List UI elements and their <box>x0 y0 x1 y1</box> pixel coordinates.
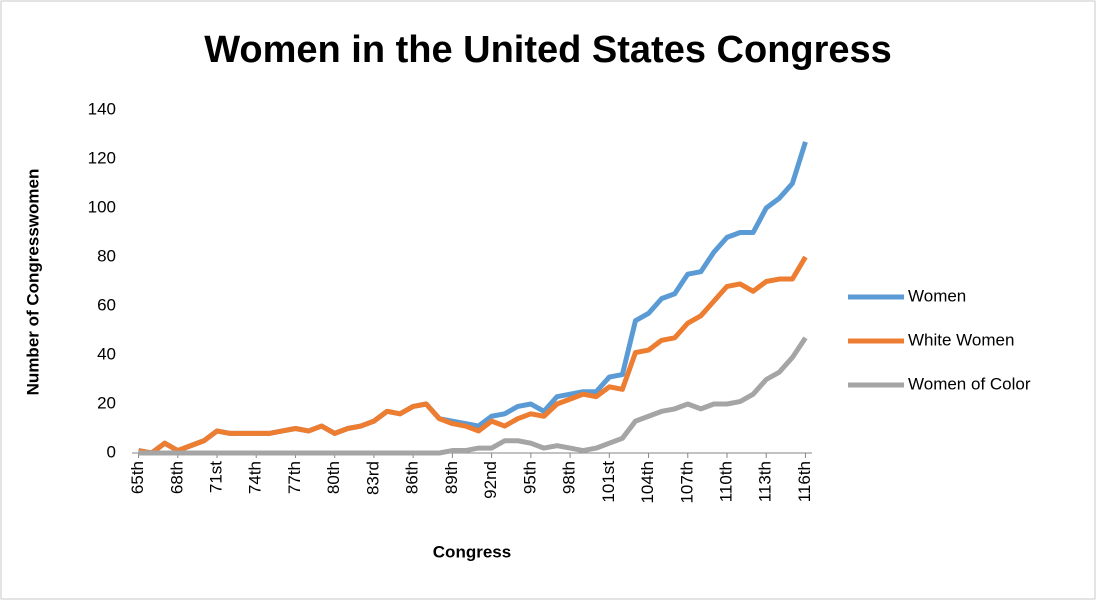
x-tick-label: 98th <box>560 461 579 494</box>
x-tick-label: 92nd <box>481 461 500 499</box>
y-tick-label: 60 <box>97 295 116 314</box>
legend-label: Women <box>908 286 966 305</box>
x-tick-label: 80th <box>324 461 343 494</box>
x-axis-label: Congress <box>433 542 511 561</box>
x-tick-label: 89th <box>442 461 461 494</box>
x-tick-label: 77th <box>285 461 304 494</box>
x-tick-label: 113th <box>756 461 775 502</box>
y-tick-label: 80 <box>97 246 116 265</box>
x-tick-label: 107th <box>677 461 696 504</box>
x-tick-label: 110th <box>716 461 735 502</box>
y-tick-label: 100 <box>88 197 116 216</box>
x-tick-label: 95th <box>520 461 539 494</box>
series-line <box>138 336 808 456</box>
y-tick-label: 120 <box>88 148 116 167</box>
chart-title: Women in the United States Congress <box>204 29 892 71</box>
y-axis-label: Number of Congresswomen <box>23 169 42 396</box>
y-tick-label: 0 <box>107 442 116 461</box>
x-tick-label: 104th <box>638 461 657 504</box>
x-tick-label: 101st <box>599 461 618 503</box>
x-tick-label: 116th <box>795 461 814 502</box>
x-tick-label: 74th <box>246 461 265 494</box>
y-tick-label: 40 <box>97 344 116 363</box>
legend-label: Women of Color <box>908 374 1031 393</box>
series-line <box>138 255 808 456</box>
x-tick-label: 86th <box>403 461 422 494</box>
y-tick-label: 140 <box>88 99 116 118</box>
x-tick-label: 71st <box>206 461 225 493</box>
legend-label: White Women <box>908 330 1014 349</box>
x-tick-label: 65th <box>128 461 147 494</box>
y-tick-label: 20 <box>97 393 116 412</box>
x-tick-label: 68th <box>167 461 186 494</box>
x-tick-label: 83rd <box>363 461 382 495</box>
